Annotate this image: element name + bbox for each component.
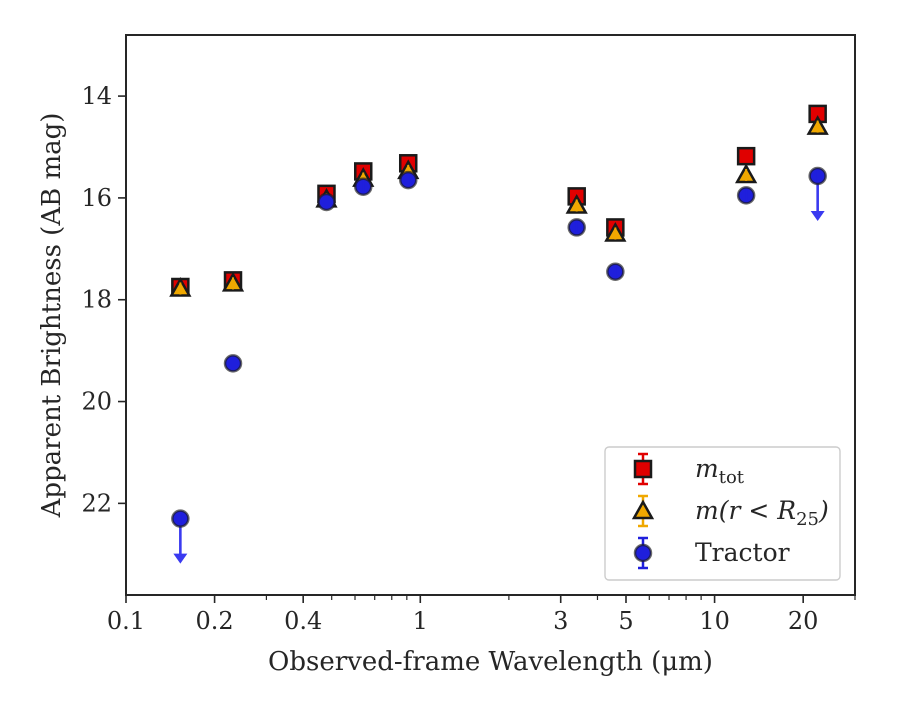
x-tick-label: 0.1	[107, 607, 145, 635]
legend-marker	[633, 459, 653, 479]
plot-marks	[169, 104, 829, 564]
x-tick-label: 0.4	[284, 607, 322, 635]
y-axis-label: Apparent Brightness (AB mag)	[37, 113, 67, 519]
y-tick-label: 18	[81, 286, 112, 314]
series-square	[171, 104, 827, 297]
x-tick-label: 5	[618, 607, 633, 635]
y-tick-label: 16	[81, 184, 112, 212]
x-tick-label: 0.2	[196, 607, 234, 635]
upper-limit-arrow-head	[173, 553, 188, 564]
series-triangle	[169, 115, 829, 297]
legend-marker	[631, 499, 655, 520]
legend-box	[604, 446, 841, 581]
x-tick-label: 1	[413, 607, 428, 635]
legend: mtot m(r < R25) Tractor	[604, 446, 841, 581]
plot-frame	[125, 34, 856, 596]
y-tick-label: 20	[81, 388, 112, 416]
upper-limit-arrow-head	[810, 211, 825, 222]
legend-label: m(r < R25)	[695, 496, 829, 530]
series-circle	[171, 166, 827, 564]
legend-label: mtot	[695, 454, 745, 488]
x-tick-label: 3	[553, 607, 568, 635]
legend-marker	[633, 543, 653, 563]
y-tick-label: 22	[81, 489, 112, 517]
x-axis-label: Observed-frame Wavelength (μm)	[268, 647, 713, 677]
legend-label: Tractor	[695, 538, 790, 567]
y-axis: 14 16 18 20 22	[81, 82, 126, 517]
x-axis: 0.1 0.2 0.4 1 3 5 10 20	[107, 595, 856, 635]
y-tick-label: 14	[81, 82, 112, 110]
x-tick-label: 10	[699, 607, 730, 635]
x-tick-label: 20	[788, 607, 819, 635]
